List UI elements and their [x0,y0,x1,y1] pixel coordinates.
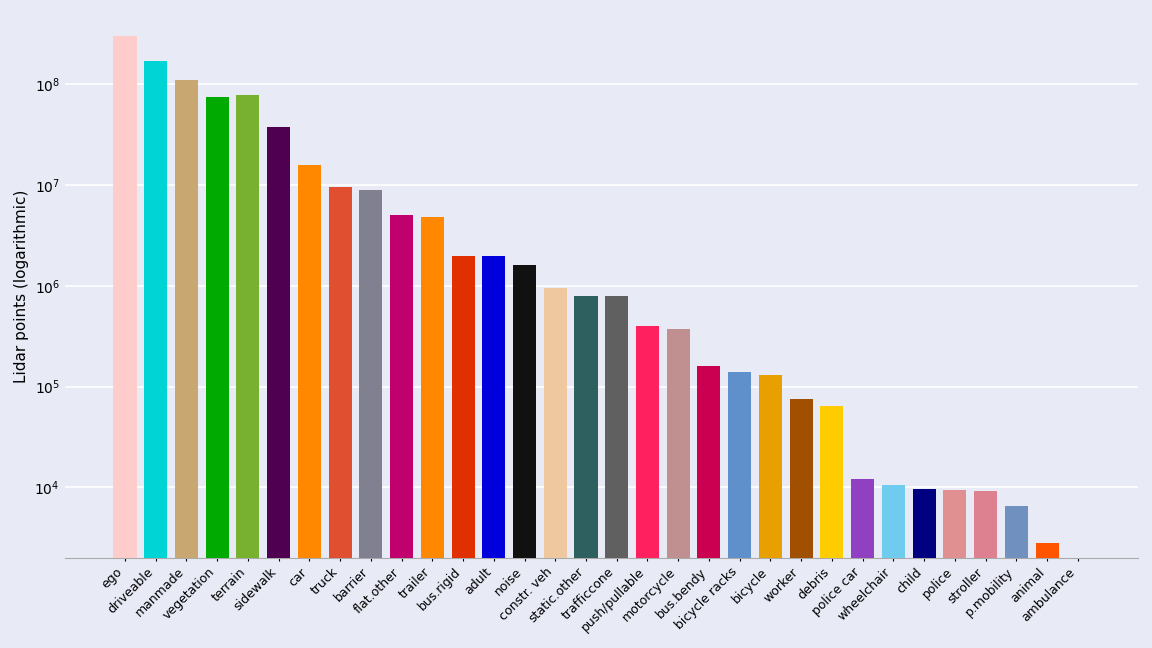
Bar [298,165,321,648]
Bar [206,97,229,648]
Y-axis label: Lidar points (logarithmic): Lidar points (logarithmic) [14,189,29,382]
Bar [328,187,351,648]
Bar [851,480,874,648]
Bar [175,80,198,648]
Bar [697,366,720,648]
Bar [513,265,536,648]
Bar [605,295,628,648]
Bar [267,126,290,648]
Bar [113,36,136,648]
Bar [544,288,567,648]
Bar [636,326,659,648]
Bar [789,399,812,648]
Bar [420,217,444,648]
Bar [575,295,598,648]
Bar [881,485,905,648]
Bar [820,406,843,648]
Bar [728,372,751,648]
Bar [912,489,935,648]
Bar [1005,506,1028,648]
Bar [667,329,690,648]
Bar [943,490,967,648]
Bar [1036,543,1059,648]
Bar [452,255,475,648]
Bar [975,491,998,648]
Bar [359,190,382,648]
Bar [759,375,782,648]
Bar [144,61,167,648]
Bar [483,255,506,648]
Bar [1067,558,1090,648]
Bar [391,215,414,648]
Bar [236,95,259,648]
